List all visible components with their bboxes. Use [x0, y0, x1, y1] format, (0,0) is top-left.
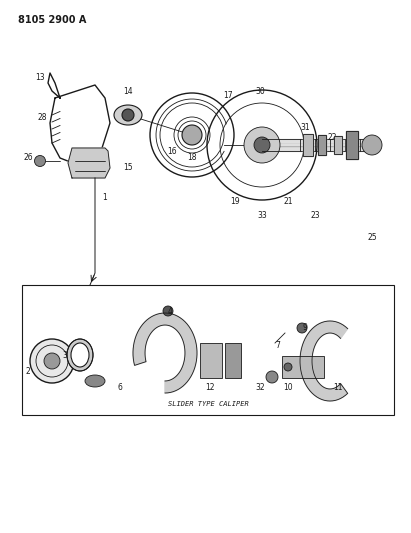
- Text: 18: 18: [187, 154, 197, 163]
- Circle shape: [182, 125, 202, 145]
- Text: 19: 19: [230, 197, 240, 206]
- Text: 30: 30: [255, 86, 265, 95]
- Circle shape: [163, 306, 173, 316]
- Text: 11: 11: [333, 384, 343, 392]
- Circle shape: [284, 363, 292, 371]
- Circle shape: [30, 339, 74, 383]
- Text: 26: 26: [23, 154, 33, 163]
- Polygon shape: [68, 148, 110, 178]
- Ellipse shape: [114, 105, 142, 125]
- Circle shape: [297, 323, 307, 333]
- Text: 6: 6: [118, 384, 122, 392]
- Bar: [334, 136, 342, 154]
- Ellipse shape: [71, 343, 89, 367]
- Bar: [303, 134, 313, 156]
- Text: 14: 14: [123, 86, 133, 95]
- Bar: [303, 134, 313, 156]
- Ellipse shape: [67, 339, 93, 371]
- Text: 28: 28: [37, 114, 47, 123]
- Text: 16: 16: [167, 147, 177, 156]
- Bar: [334, 136, 342, 154]
- Bar: [200, 343, 222, 378]
- Text: 32: 32: [255, 384, 265, 392]
- Bar: [22, 285, 394, 415]
- Circle shape: [44, 353, 60, 369]
- Circle shape: [254, 137, 270, 153]
- Text: 3: 3: [62, 351, 67, 359]
- Text: 23: 23: [310, 211, 320, 220]
- Text: 22: 22: [327, 133, 337, 142]
- Text: 31: 31: [300, 124, 310, 133]
- Text: 9: 9: [302, 324, 307, 333]
- Text: 8105 2900 A: 8105 2900 A: [18, 15, 86, 25]
- Text: 21: 21: [283, 197, 293, 206]
- Text: SLIDER TYPE CALIPER: SLIDER TYPE CALIPER: [168, 401, 248, 407]
- Circle shape: [35, 156, 46, 166]
- Text: 25: 25: [367, 233, 377, 243]
- Bar: [282, 356, 324, 378]
- Bar: [225, 343, 241, 378]
- Text: 4: 4: [168, 306, 173, 316]
- Text: 2: 2: [25, 367, 30, 376]
- Circle shape: [244, 127, 280, 163]
- Bar: [318, 135, 326, 155]
- Text: 17: 17: [223, 91, 233, 100]
- Text: 1: 1: [103, 193, 107, 203]
- Text: 7: 7: [275, 341, 280, 350]
- Text: 12: 12: [205, 384, 215, 392]
- Circle shape: [266, 371, 278, 383]
- Circle shape: [122, 109, 134, 121]
- Circle shape: [362, 135, 382, 155]
- Polygon shape: [300, 321, 348, 401]
- Text: 13: 13: [35, 74, 45, 83]
- Polygon shape: [133, 313, 197, 393]
- Text: 33: 33: [257, 211, 267, 220]
- Text: 24: 24: [347, 149, 357, 157]
- Text: 15: 15: [123, 164, 133, 173]
- Bar: [346, 131, 358, 159]
- Bar: [318, 135, 326, 155]
- Text: 10: 10: [283, 384, 293, 392]
- Ellipse shape: [85, 375, 105, 387]
- Bar: [346, 131, 358, 159]
